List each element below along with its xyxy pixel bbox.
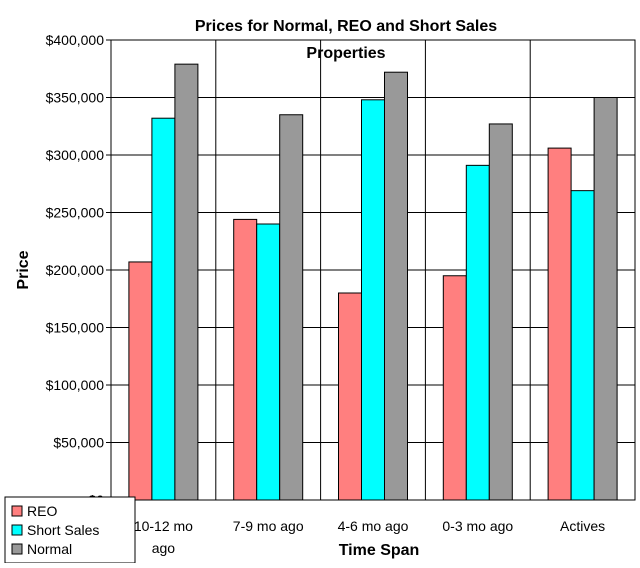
bar-normal: [593, 97, 618, 501]
bar-normal: [384, 71, 408, 501]
chart-title-line2: Properties: [306, 45, 385, 62]
legend-swatch: [11, 543, 23, 555]
y-tick-label: $400,000: [46, 32, 105, 48]
text-layer: Prices for Normal, REO and Short Sales P…: [15, 18, 605, 559]
x-axis-label: Time Span: [339, 542, 420, 559]
x-tick-label-line2: ago: [152, 540, 176, 556]
y-tick-label: $100,000: [46, 377, 105, 393]
y-tick-label: $300,000: [46, 147, 105, 163]
bar-short-sales: [256, 223, 281, 501]
legend-swatch: [11, 524, 23, 536]
bar-short-sales: [465, 164, 490, 501]
bar-normal: [488, 123, 513, 501]
bar-short-sales: [361, 99, 385, 501]
y-tick-label: $150,000: [46, 320, 105, 336]
bar-reo: [547, 147, 572, 501]
y-tick-label: $200,000: [46, 262, 105, 278]
y-tick-label: $250,000: [46, 205, 105, 221]
x-tick-label: 4-6 mo ago: [338, 518, 409, 534]
chart-title-line1: Prices for Normal, REO and Short Sales: [195, 18, 497, 35]
bar-reo: [338, 292, 362, 501]
bar-reo: [128, 261, 153, 501]
x-tick-label: 7-9 mo ago: [233, 518, 304, 534]
bar-reo: [233, 218, 258, 501]
bar-short-sales: [570, 190, 595, 501]
legend-label: Normal: [27, 541, 72, 557]
bar-reo: [442, 275, 467, 501]
y-tick-label: $50,000: [53, 435, 104, 451]
plot-frame: [110, 39, 636, 501]
y-axis-label: Price: [15, 250, 32, 289]
bar-normal: [279, 114, 304, 501]
legend-label: REO: [27, 503, 57, 519]
x-tick-label: Actives: [560, 518, 605, 534]
x-tick-label: 0-3 mo ago: [442, 518, 513, 534]
legend-label: Short Sales: [27, 522, 99, 538]
legend-swatch: [11, 505, 23, 517]
x-tick-label: 10-12 mo: [134, 518, 193, 534]
y-tick-label: $350,000: [46, 90, 105, 106]
legend: REO Short Sales Normal: [4, 496, 136, 564]
bar-short-sales: [151, 117, 176, 501]
legend-box: [4, 496, 136, 564]
bar-normal: [174, 63, 199, 501]
